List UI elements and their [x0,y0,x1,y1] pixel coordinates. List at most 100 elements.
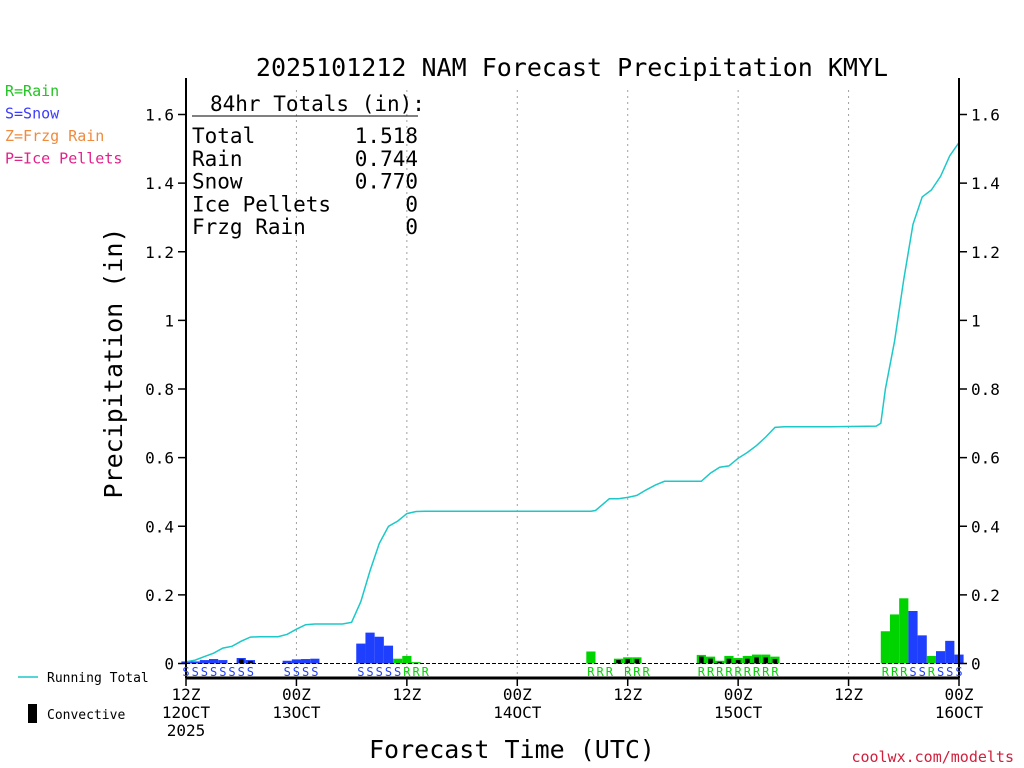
type-letter: R [633,665,641,679]
legend-type-2: Z=Frzg Rain [5,127,104,145]
type-letter: S [937,665,944,679]
type-letter: R [422,665,430,679]
type-letter: R [606,665,614,679]
type-letter: R [891,665,899,679]
type-letter: S [247,665,254,679]
y-tick-label-left: 1.4 [145,174,174,193]
precip-bar [908,611,918,664]
y-tick-label-right: 0.2 [971,586,1000,605]
convective-bar [754,657,759,664]
precip-bar [880,631,890,664]
convective-bar [726,658,732,664]
x-tick-label: 2025 [167,721,206,740]
precip-bar [282,660,292,664]
credit-text: coolwx.com/modelts [851,748,1014,766]
x-tick-label: 12Z [613,685,642,704]
precip-bar [209,659,219,664]
type-letter: S [284,665,291,679]
y-tick-label-left: 0.2 [145,586,174,605]
y-tick-label-right: 1.4 [971,174,1000,193]
type-letter: S [385,665,392,679]
totals-value: 0.744 [355,147,418,171]
x-tick-label: 00Z [945,685,974,704]
totals-header: 84hr Totals (in): [210,92,425,116]
running-total-label: Running Total [47,671,149,686]
y-tick-label-left: 0.4 [145,517,174,536]
precip-bar [899,598,909,664]
x-tick-label: 00Z [282,685,311,704]
totals-value: 0 [405,215,418,239]
convective-bar [616,660,621,664]
precip-bar [365,632,375,664]
type-letter: S [302,665,309,679]
precip-bar [917,635,927,664]
y-tick-label-right: 1.6 [971,106,1000,125]
type-letter: S [219,665,226,679]
x-tick-label: 15OCT [714,703,763,722]
type-letter: R [698,665,706,679]
convective-bar [625,659,631,664]
type-letter: S [376,665,383,679]
totals-value: 0.770 [355,170,418,194]
type-letter: S [293,665,300,679]
type-letter: S [210,665,217,679]
type-letter: R [735,665,743,679]
convective-label: Convective [47,708,125,723]
y-tick-label-left: 1.6 [145,106,174,125]
type-letter: R [403,665,411,679]
convective-bar [634,659,640,664]
totals-value: 0 [405,192,418,216]
x-axis-label: Forecast Time (UTC) [369,735,655,764]
y-tick-label-left: 1 [164,311,174,330]
type-letter: S [182,665,189,679]
type-letter: R [596,665,604,679]
type-letter: S [238,665,245,679]
y-tick-label-right: 1.2 [971,243,1000,262]
precip-bar [218,660,228,664]
running-total-line [185,142,960,663]
chart-title: 2025101212 NAM Forecast Precipitation KM… [256,53,888,82]
totals-label: Total [192,124,255,148]
type-letter: S [366,665,373,679]
type-letter: R [771,665,779,679]
precip-bar [374,636,384,664]
type-letter: R [928,665,936,679]
precip-bar [199,660,210,664]
type-letter: R [707,665,715,679]
y-tick-label-right: 0.8 [971,380,1000,399]
convective-bar [708,658,713,664]
precip-bar [926,655,936,664]
x-tick-label: 12Z [172,685,201,704]
y-tick-label-right: 0 [971,655,981,674]
x-tick-label: 12Z [834,685,863,704]
type-letter: R [624,665,632,679]
x-tick-label: 14OCT [493,703,542,722]
type-letter: R [412,665,420,679]
x-tick-label: 12OCT [162,703,211,722]
totals-box: 84hr Totals (in): Total 1.518 Rain 0.744 Sno… [192,92,425,239]
bottom-legend: Running Total Convective [18,671,149,723]
x-tick-label: 13OCT [272,703,321,722]
type-letter: R [716,665,724,679]
precip-bar [411,662,421,664]
type-letter: R [900,665,908,679]
precip-bar [190,661,200,664]
convective-bar [772,659,778,664]
totals-label: Frzg Rain [192,215,306,239]
legend-type-1: S=Snow [5,105,60,123]
type-letter: R [744,665,752,679]
convective-bar [745,658,750,664]
y-axis-ticks: 0 00.2 0.20.4 0.40.6 0.60.8 0.81 11.2 1.21.4 1.4… [145,106,1000,674]
x-tick-label: 00Z [724,685,753,704]
totals-label: Rain [192,147,243,171]
precip-bar [393,658,403,664]
type-letter: R [587,665,595,679]
x-tick-label: 12Z [392,685,421,704]
type-letter: R [882,665,890,679]
type-letter: S [311,665,318,679]
x-tick-label: 00Z [503,685,532,704]
type-letter: S [946,665,953,679]
type-letter: S [394,665,401,679]
